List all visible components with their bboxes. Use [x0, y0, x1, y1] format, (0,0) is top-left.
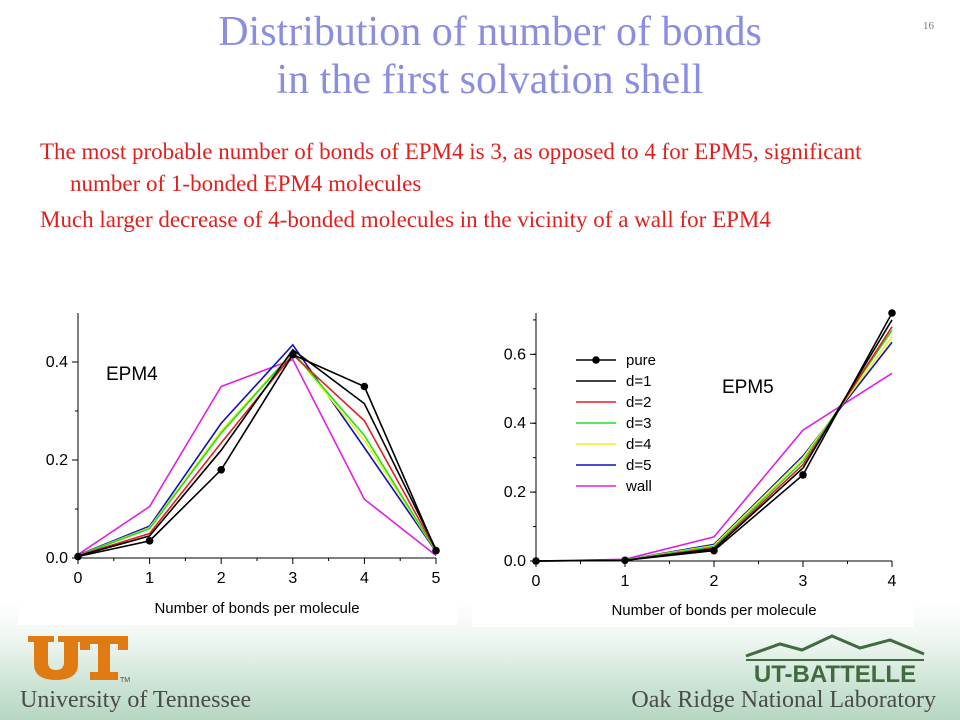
data-point-pure [432, 546, 440, 555]
legend-marker-pure [592, 356, 600, 364]
x-tick-label: 0 [532, 573, 541, 590]
epm4-chart: 0 1 2 3 4 5 0.0 0.2 0.4 EPM4 Number of bonds per m… [18, 305, 458, 625]
data-point-pure [360, 382, 369, 391]
y-tick-label: 0.0 [46, 550, 68, 567]
series-line-d=5 [77, 343, 437, 556]
data-point-pure [145, 537, 154, 545]
x-tick-label: 4 [360, 570, 369, 587]
data-point-pure [888, 309, 896, 317]
legend-label-d=4: d=4 [626, 436, 651, 453]
y-tick-label: 0.2 [46, 452, 68, 469]
legend-label-d=3: d=3 [626, 415, 651, 432]
bullet-list: The most probable number of bonds of EPM… [40, 136, 920, 240]
y-tick-label: 0.2 [504, 484, 526, 501]
x-axis-label: Number of bonds per molecule [611, 602, 816, 619]
epm5-chart: 0 1 2 3 4 0.0 0.2 0.4 0.6 EPM5 Number of bonds per… [472, 305, 914, 627]
title-line-1: Distribution of number of bonds [218, 9, 762, 55]
data-point-pure [710, 546, 718, 555]
title-line-2: in the first solvation shell [276, 57, 704, 103]
x-tick-label: 0 [74, 570, 83, 587]
x-axis-label: Number of bonds per molecule [154, 600, 359, 617]
chart-background [18, 305, 458, 625]
footer-laboratory: Oak Ridge National Laboratory [631, 687, 936, 713]
x-tick-label: 1 [621, 573, 630, 590]
bullet-2: Much larger decrease of 4-bonded molecul… [40, 207, 771, 232]
x-tick-label: 3 [288, 570, 297, 587]
y-tick-label: 0.4 [46, 354, 68, 371]
ut-battelle-logo: UT-BATTELLE [745, 634, 925, 688]
x-tick-label: 4 [888, 573, 897, 590]
ut-logo-tm: TM [120, 677, 130, 684]
chart-title: EPM5 [722, 377, 774, 398]
series-line-wall [77, 358, 437, 557]
series-line-d=3 [77, 350, 437, 557]
y-tick-label: 0.0 [504, 553, 526, 570]
footer-university: University of Tennessee [20, 687, 252, 713]
legend-label-d=2: d=2 [626, 394, 651, 411]
data-point-pure [799, 471, 807, 479]
legend-label-d=5: d=5 [626, 457, 651, 474]
series-line-pure [77, 353, 437, 558]
x-tick-label: 3 [799, 573, 808, 590]
data-point-pure [532, 557, 540, 565]
ut-logo: TM [28, 636, 130, 684]
legend-label-wall: wall [625, 478, 652, 495]
y-tick-label: 0.4 [504, 415, 526, 432]
slide-title: Distribution of number of bonds in the f… [60, 8, 920, 104]
x-tick-label: 5 [432, 570, 441, 587]
data-point-pure [289, 350, 297, 359]
chart-background [472, 305, 914, 627]
y-tick-label: 0.6 [504, 346, 526, 363]
series-line-d=1 [77, 348, 437, 557]
data-point-pure [74, 552, 82, 561]
data-point-pure [621, 556, 629, 565]
ut-battelle-text: UT-BATTELLE [754, 661, 916, 688]
slide-number: 16 [923, 20, 934, 32]
data-point-pure [217, 466, 225, 474]
x-tick-label: 2 [217, 570, 226, 587]
x-tick-label: 1 [145, 570, 154, 587]
x-tick-label: 2 [710, 573, 719, 590]
legend-label-d=1: d=1 [626, 373, 651, 390]
chart-title: EPM4 [106, 364, 158, 385]
bullet-1: The most probable number of bonds of EPM… [40, 139, 862, 196]
legend-label-pure: pure [626, 352, 656, 369]
